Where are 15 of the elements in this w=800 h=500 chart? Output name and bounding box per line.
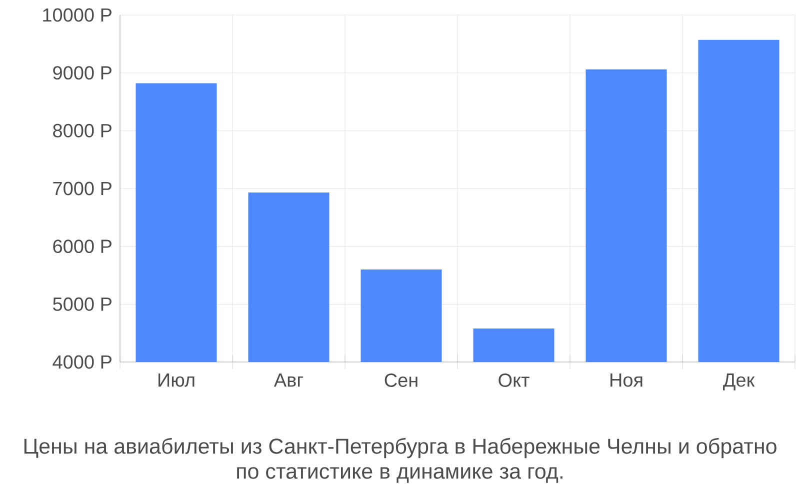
x-tick-label: Авг [274,374,304,387]
text: Цены на авиабилеты из Санкт-Петербурга в Набережные Челны и обратно [24,438,776,458]
y-tick-label: 6000 Р [53,240,112,254]
x-tick-label: Сен [384,374,418,387]
y-tick-label: 5000 Р [53,297,112,311]
x-tick-label: Июл [158,374,194,387]
x-tick-label: Окт [498,374,530,387]
y-tick-label: 7000 Р [53,182,112,196]
x-tick-label: Ноя [610,374,642,387]
y-tick-label: 4000 Р [52,355,112,369]
y-tick-label: 8000 Р [53,124,112,138]
y-tick-label: 10000 Р [43,8,112,22]
y-tick-label: 9000 Р [53,66,112,80]
x-tick-label: Дек [723,374,755,390]
text: по статистике в динамике за год. [237,467,562,483]
